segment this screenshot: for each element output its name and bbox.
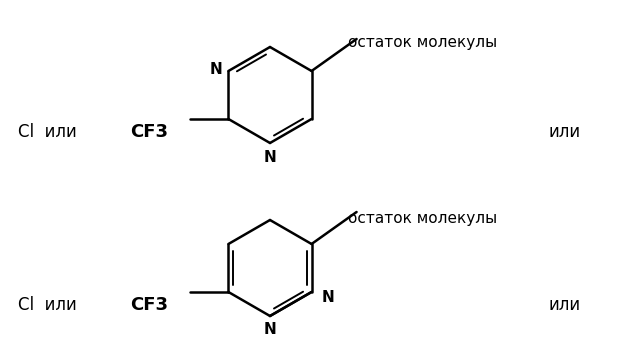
- Text: N: N: [321, 291, 334, 306]
- Text: CF3: CF3: [130, 296, 168, 314]
- Text: Cl  или: Cl или: [18, 123, 77, 141]
- Text: N: N: [210, 62, 223, 76]
- Text: N: N: [264, 322, 276, 337]
- Text: Cl  или: Cl или: [18, 296, 77, 314]
- Text: или: или: [548, 123, 580, 141]
- Text: CF3: CF3: [130, 123, 168, 141]
- Text: остаток молекулы: остаток молекулы: [348, 211, 497, 225]
- Text: остаток молекулы: остаток молекулы: [348, 34, 497, 50]
- Text: N: N: [264, 149, 276, 165]
- Text: или: или: [548, 296, 580, 314]
